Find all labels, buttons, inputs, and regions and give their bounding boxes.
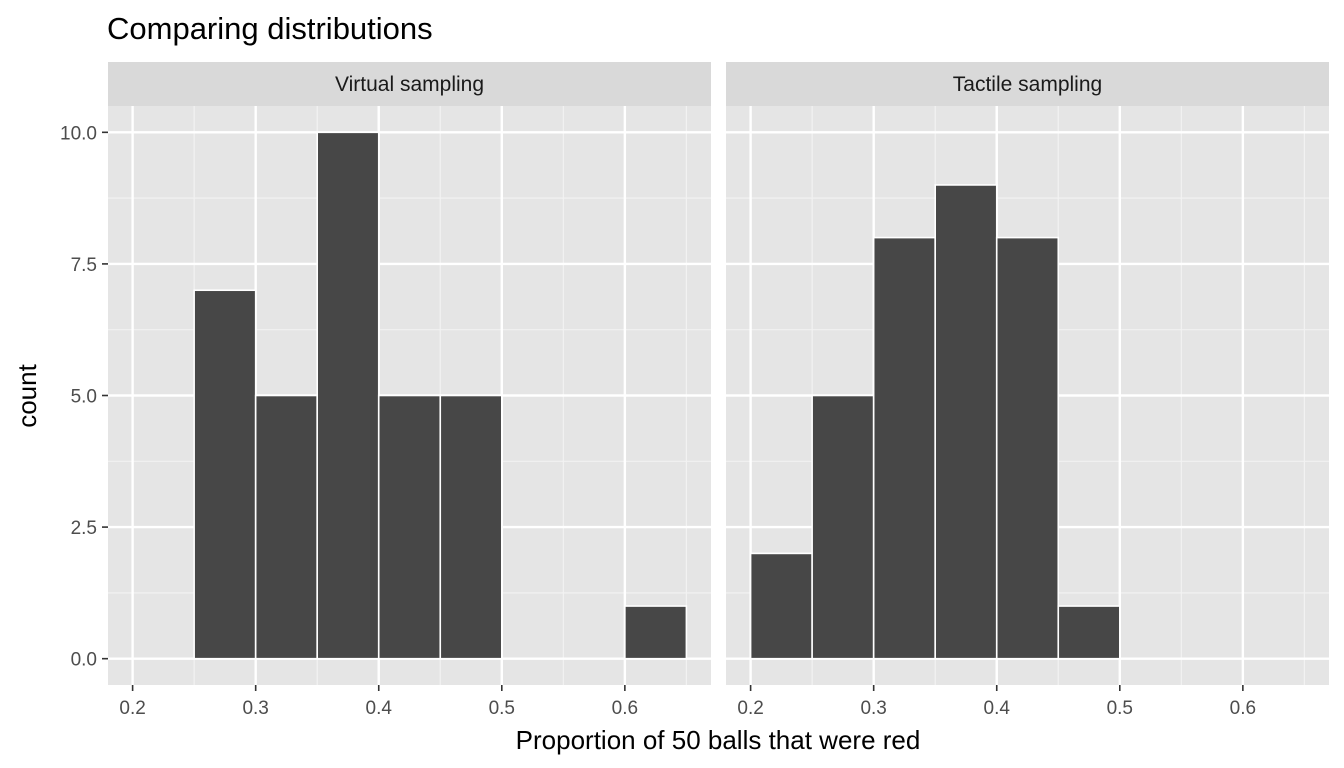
panels-layer: Virtual sampling 0.2 0.3 0.4 0.5 0.6 0.0 2.5 5.0… — [60, 62, 1329, 719]
x-tick-label: 0.4 — [366, 698, 393, 719]
y-tick-label: 7.5 — [71, 255, 97, 276]
x-tick-label: 0.4 — [984, 698, 1011, 719]
x-tick-label: 0.2 — [119, 698, 145, 719]
histogram-bar — [1057, 605, 1121, 660]
y-tick-label: 0.0 — [71, 650, 97, 671]
panel-1: Virtual sampling 0.2 0.3 0.4 0.5 0.6 0.0 2.5 5.0… — [60, 62, 711, 719]
panel-2: Tactile sampling 0.2 0.3 0.4 0.5 0.6 — [726, 62, 1329, 719]
y-tick-label: 10.0 — [60, 123, 97, 144]
y-tick-label: 2.5 — [71, 518, 97, 539]
y-axis-title: count — [12, 363, 42, 427]
histogram-bar — [254, 394, 319, 660]
histogram-bar — [193, 289, 257, 660]
strip-label: Virtual sampling — [335, 73, 484, 96]
histogram-bar — [624, 605, 688, 660]
x-tick-label: 0.3 — [242, 698, 268, 719]
strip-background — [726, 62, 1329, 106]
histogram-bar — [749, 552, 813, 660]
histogram-bar — [377, 394, 442, 660]
x-tick-label: 0.6 — [612, 698, 638, 719]
x-axis-title: Proportion of 50 balls that were red — [516, 725, 921, 755]
histogram-bar — [872, 236, 937, 660]
histogram-bar — [439, 394, 503, 660]
x-tick-label: 0.3 — [860, 698, 886, 719]
strip-label: Tactile sampling — [953, 73, 1102, 96]
x-tick-label: 0.2 — [737, 698, 763, 719]
x-tick-label: 0.6 — [1230, 698, 1256, 719]
chart-title: Comparing distributions — [107, 11, 433, 46]
histogram-bar — [316, 131, 380, 660]
y-tick-label: 5.0 — [71, 387, 97, 408]
histogram-bar — [995, 236, 1060, 660]
x-tick-label: 0.5 — [1107, 698, 1133, 719]
histogram-bar — [811, 394, 875, 660]
histogram-bar — [934, 184, 998, 660]
strip-background — [108, 62, 711, 106]
x-tick-label: 0.5 — [489, 698, 515, 719]
